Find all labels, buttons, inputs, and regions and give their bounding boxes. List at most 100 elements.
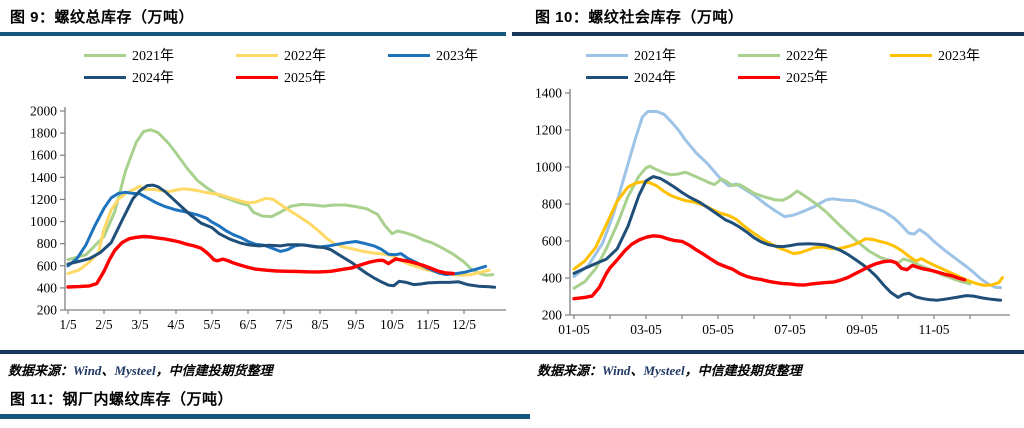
source-wind: Wind [602,363,631,378]
x-tick-label: 11-05 [919,322,950,337]
x-tick-label: 8/5 [311,317,329,332]
legend-line-swatch [890,53,932,57]
legend-item-2025: 2025年 [738,66,890,88]
x-tick-label: 1/5 [59,317,77,332]
x-tick-label: 7/5 [275,317,293,332]
legend-label: 2024年 [634,71,676,86]
source-sep: 、 [101,363,115,378]
series-line-2022 [66,184,491,277]
y-tick-label: 200 [37,303,58,318]
series-line-2024 [66,183,497,289]
figure11-title-rule [0,414,530,419]
figure9-title: 图 9：螺纹总库存（万吨） [10,9,195,26]
legend-item-2025: 2025年 [236,66,388,88]
legend-line-swatch [738,53,780,57]
source-sep: 、 [630,363,644,378]
y-tick-label: 1400 [30,170,57,185]
source-prefix: 数据来源： [537,363,603,378]
y-tick-label: 1000 [535,160,562,175]
y-tick-label: 600 [542,234,563,249]
source-mysteel: Mysteel [114,363,156,378]
legend-label: 2024年 [132,71,174,86]
series-line-2024 [572,175,1003,302]
source-suffix: ，中信建投期货整理 [155,363,273,378]
legend-label: 2021年 [634,49,676,64]
figure10-legend: 2021年 2022年 2023年 2024年 2025年 [586,44,1024,88]
legend-label: 2023年 [436,49,478,64]
y-tick-label: 1600 [30,148,57,163]
figure10-chart: 200 400 600 800 1000 1200 1400 01-05 03-05 05-05 0… [535,88,1010,337]
series-line-2023 [66,190,488,277]
legend-label: 2025年 [284,71,326,86]
y-tick-label: 2000 [30,104,57,119]
y-tick-label: 800 [37,236,58,251]
source-prefix: 数据来源： [8,363,74,378]
source-mysteel: Mysteel [643,363,685,378]
legend-item-2023: 2023年 [388,44,540,66]
y-tick-label: 200 [542,308,563,323]
x-tick-label: 2/5 [95,317,113,332]
x-tick-label: 09-05 [846,322,878,337]
x-tick-label: 5/5 [203,317,221,332]
x-tick-label: 9/5 [347,317,365,332]
y-tick-label: 1400 [535,88,562,101]
figure10-title-rule [512,32,1024,36]
legend-line-swatch [84,75,126,79]
source-suffix: ，中信建投期货整理 [684,363,802,378]
y-tick-label: 1200 [30,192,57,207]
legend-line-swatch [586,75,628,79]
legend-item-2021: 2021年 [84,44,236,66]
legend-item-2024: 2024年 [586,66,738,88]
y-tick-label: 600 [37,258,58,273]
series-line-2022 [572,164,972,290]
legend-item-2021: 2021年 [586,44,738,66]
legend-item-2022: 2022年 [738,44,890,66]
figure9-title-rule [0,32,506,36]
legend-label: 2022年 [786,49,828,64]
figure11-title: 图 11：钢厂内螺纹库存（万吨） [10,391,234,408]
series-line-2021 [66,128,495,277]
legend-line-swatch [738,75,780,79]
figure10-panel: 图 10：螺纹社会库存（万吨） 2021年 2022年 2023年 2024年 2025… [512,0,1024,350]
series-line-2021 [572,110,1003,290]
figure9-chart: 200 400 600 800 1000 1200 1400 1600 1800 2000 1/5 2… [30,104,506,332]
legend-line-swatch [586,53,628,57]
series-line-2023 [572,180,1004,287]
figure9-legend: 2021年 2022年 2023年 2024年 2025年 [84,44,556,88]
section-divider-rule [0,350,1024,354]
legend-item-2022: 2022年 [236,44,388,66]
x-tick-label: 12/5 [452,317,476,332]
x-tick-label: 01-05 [558,322,590,337]
legend-item-2023: 2023年 [890,44,1024,66]
figure10-title: 图 10：螺纹社会库存（万吨） [535,9,744,26]
legend-label: 2025年 [786,71,828,86]
y-tick-label: 1000 [30,214,57,229]
x-tick-label: 3/5 [131,317,149,332]
y-tick-label: 800 [542,197,563,212]
x-tick-label: 07-05 [774,322,806,337]
y-tick-label: 400 [542,271,563,286]
legend-line-swatch [84,53,126,57]
figure9-panel: 图 9：螺纹总库存（万吨） 2021年 2022年 2023年 2024年 2025年 … [0,0,506,350]
legend-line-swatch [236,75,278,79]
y-tick-label: 1800 [30,126,57,141]
legend-label: 2022年 [284,49,326,64]
legend-item-2024: 2024年 [84,66,236,88]
x-tick-label: 05-05 [702,322,734,337]
legend-line-swatch [236,53,278,57]
source-wind: Wind [73,363,102,378]
x-tick-label: 10/5 [380,317,404,332]
series-line-2025 [572,234,967,301]
legend-label: 2023年 [938,49,980,64]
series-line-2025 [66,234,455,289]
x-tick-label: 6/5 [239,317,257,332]
x-tick-label: 03-05 [630,322,662,337]
y-tick-label: 400 [37,280,58,295]
y-tick-label: 1200 [535,123,562,138]
x-tick-label: 4/5 [167,317,185,332]
legend-label: 2021年 [132,49,174,64]
legend-line-swatch [388,53,430,57]
figure9-source-note: 数据来源：Wind、Mysteel，中信建投期货整理 [8,360,273,379]
figure10-source-note: 数据来源：Wind、Mysteel，中信建投期货整理 [537,360,802,379]
